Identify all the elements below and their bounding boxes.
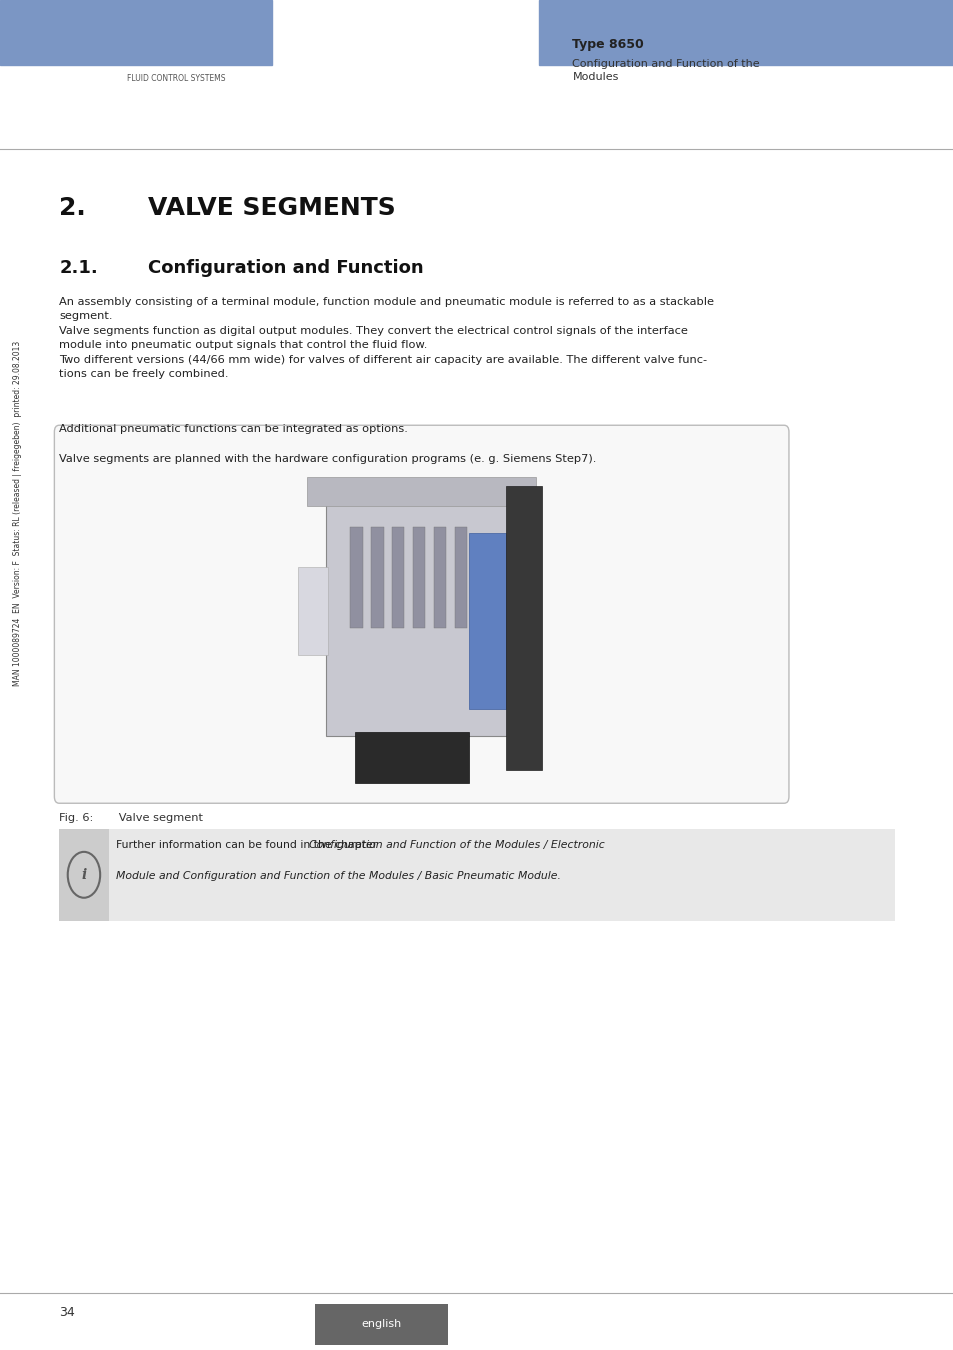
Bar (350, 526, 362, 628)
Bar (505, 486, 541, 770)
Text: FLUID CONTROL SYSTEMS: FLUID CONTROL SYSTEMS (127, 74, 226, 82)
Text: Type 8650: Type 8650 (572, 38, 643, 51)
Text: An assembly consisting of a terminal module, function module and pneumatic modul: An assembly consisting of a terminal mod… (59, 297, 714, 379)
Bar (538, 0, 953, 65)
Text: Configuration and Function of the
Modules: Configuration and Function of the Module… (572, 58, 760, 82)
Text: 2.: 2. (59, 196, 86, 220)
Bar (413, 526, 425, 628)
Bar (297, 567, 328, 655)
Text: Configuration and Function of the Modules / Electronic: Configuration and Function of the Module… (309, 840, 604, 849)
Bar (314, 1304, 448, 1345)
Text: Fig. 6:       Valve segment: Fig. 6: Valve segment (59, 813, 203, 822)
Bar (371, 526, 383, 628)
Bar (59, 829, 894, 921)
FancyBboxPatch shape (54, 425, 788, 803)
Text: Further information can be found in the chapter: Further information can be found in the … (116, 840, 380, 849)
Text: VALVE SEGMENTS: VALVE SEGMENTS (148, 196, 395, 220)
Bar (59, 829, 109, 921)
Bar (326, 479, 517, 736)
Text: bürkert: bürkert (124, 47, 229, 72)
Bar (434, 526, 446, 628)
Text: Module and Configuration and Function of the Modules / Basic Pneumatic Module.: Module and Configuration and Function of… (116, 871, 560, 880)
Text: i: i (81, 868, 87, 882)
Bar (392, 526, 404, 628)
Text: Valve segments are planned with the hardware configuration programs (e. g. Sieme: Valve segments are planned with the hard… (59, 454, 596, 463)
Text: 34: 34 (59, 1305, 75, 1319)
Bar (0, 0, 272, 65)
Bar (355, 732, 469, 783)
Bar (469, 533, 505, 709)
Text: Configuration and Function: Configuration and Function (148, 259, 423, 277)
Text: MAN 1000089724  EN  Version: F  Status: RL (released | freigegeben)  printed: 29: MAN 1000089724 EN Version: F Status: RL … (12, 340, 22, 686)
Bar (307, 477, 536, 506)
Text: Additional pneumatic functions can be integrated as options.: Additional pneumatic functions can be in… (59, 424, 408, 433)
Bar (455, 526, 467, 628)
Text: english: english (361, 1319, 401, 1330)
Text: 2.1.: 2.1. (59, 259, 98, 277)
